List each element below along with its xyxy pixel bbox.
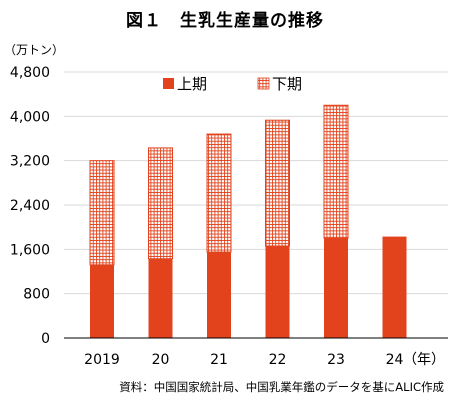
y-tick-label: 2,400	[10, 198, 50, 214]
y-axis-unit-label: （万トン）	[4, 43, 65, 57]
x-tick-label: 24	[386, 352, 404, 368]
bar-second-half-20	[148, 147, 173, 260]
bar-second-half-2019	[89, 160, 115, 266]
y-tick-label: 0	[41, 331, 50, 347]
x-tick-label: 20	[152, 352, 170, 368]
y-tick-label: 3,200	[10, 154, 50, 170]
x-tick-label: 21	[210, 352, 228, 368]
bar-second-half-23	[323, 104, 349, 239]
chart-title: 図１ 生乳生産量の推移	[126, 11, 324, 31]
bar-second-half-21	[206, 133, 232, 253]
bar-first-half-2019	[90, 264, 114, 338]
x-axis-unit-label: （年）	[403, 352, 445, 368]
bar-second-half-22	[265, 119, 290, 247]
bar-first-half-20	[148, 258, 173, 338]
x-tick-label: 22	[269, 352, 287, 368]
y-tick-label: 4,800	[10, 65, 50, 81]
x-tick-label: 2019	[84, 352, 120, 368]
legend-first-half-swatch	[163, 78, 174, 89]
bar-first-half-24	[382, 236, 407, 338]
legend-second-half-label: 下期	[272, 75, 302, 93]
source-note: 資料：中国国家統計局、中国乳業年鑑のデータを基にALIC作成	[119, 380, 444, 394]
y-tick-label: 1,600	[10, 242, 50, 258]
bar-first-half-22	[265, 246, 290, 338]
x-tick-label: 23	[327, 352, 345, 368]
bar-first-half-23	[324, 238, 348, 338]
y-tick-label: 4,000	[10, 109, 50, 125]
legend-second-half-swatch	[257, 77, 270, 90]
legend-first-half-label: 上期	[177, 75, 207, 93]
bar-first-half-21	[207, 252, 231, 338]
y-tick-label: 800	[23, 287, 50, 303]
